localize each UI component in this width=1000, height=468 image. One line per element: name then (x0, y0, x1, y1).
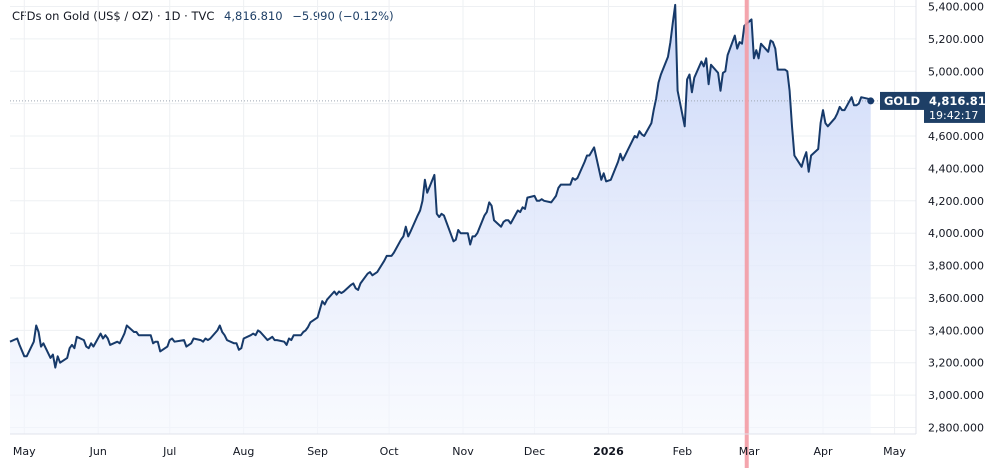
x-tick-label: May (883, 445, 906, 458)
date-marker-line (744, 0, 749, 468)
x-tick-label: May (13, 445, 36, 458)
x-tick-label: Dec (524, 445, 545, 458)
y-tick-label: 4,200.000 (928, 195, 984, 208)
x-tick-label: Mar (739, 445, 760, 458)
axis-layer: 2,800.000 3,000.000 3,200.000 3,400.000 3,60… (10, 0, 984, 458)
price-badge-box (924, 91, 985, 123)
y-tick-label: 3,800.000 (928, 260, 984, 273)
y-tick-label: 4,400.000 (928, 162, 984, 175)
x-tick-label: Feb (673, 445, 692, 458)
last-price-dot (867, 97, 875, 105)
y-tick-label: 4,000.000 (928, 227, 984, 240)
symbol-badge (880, 91, 924, 110)
x-tick-label: 2026 (593, 445, 624, 458)
symbol-label: GOLD (884, 94, 920, 108)
x-tick-label: Nov (452, 445, 474, 458)
y-tick-label: 5,200.000 (928, 33, 984, 46)
area-fill (10, 4, 871, 435)
y-tick-label: 2,800.000 (928, 422, 984, 435)
y-tick-label: 3,000.000 (928, 389, 984, 402)
x-tick-label: Apr (814, 445, 834, 458)
price-badge-value: 4,816.810 (929, 94, 994, 108)
marker-layer (744, 0, 749, 468)
x-tick-label: Aug (233, 445, 254, 458)
y-tick-label: 5,000.000 (928, 65, 984, 78)
x-tick-label: Jun (89, 445, 107, 458)
symbol-title: CFDs on Gold (US$ / OZ) · 1D · TVC (12, 9, 215, 23)
countdown-label: 19:42:17 (929, 109, 978, 122)
x-tick-label: Jul (162, 445, 176, 458)
last-price-value: 4,816.810 (224, 9, 283, 23)
area-layer (9, 3, 916, 435)
x-tick-label: Oct (380, 445, 400, 458)
x-tick-label: Sep (307, 445, 328, 458)
y-tick-label: 3,200.000 (928, 357, 984, 370)
y-tick-label: 3,400.000 (928, 324, 984, 337)
y-tick-label: 3,600.000 (928, 292, 984, 305)
y-tick-label: 4,600.000 (928, 130, 984, 143)
price-line (9, 3, 872, 369)
y-tick-label: 5,400.000 (928, 0, 984, 13)
